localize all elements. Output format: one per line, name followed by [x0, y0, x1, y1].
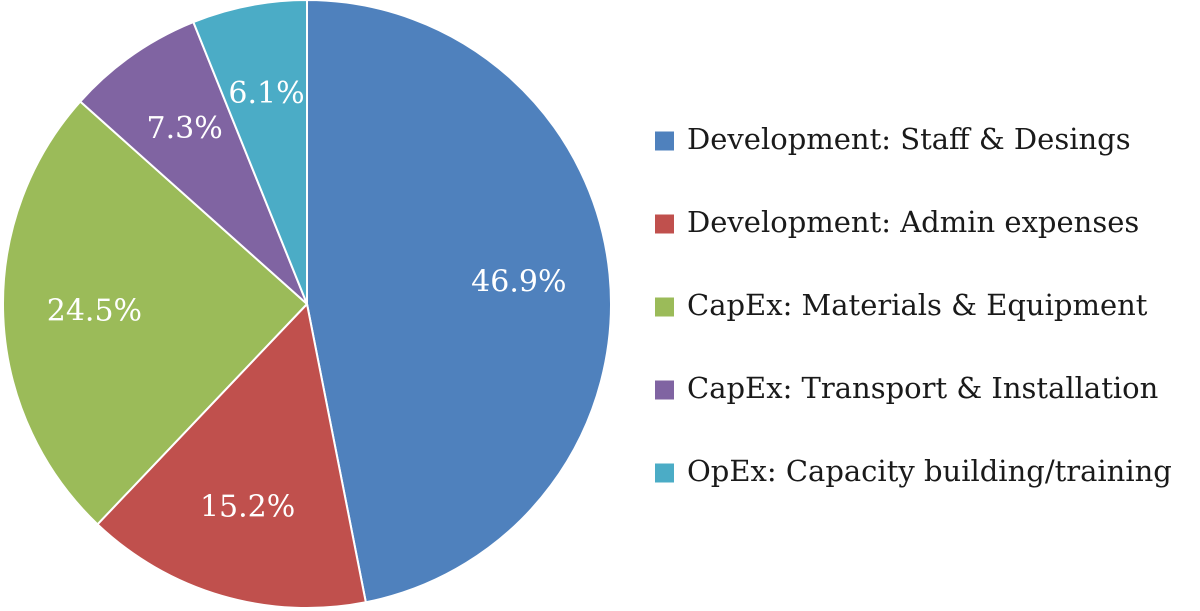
legend-swatch [655, 131, 674, 151]
pie-slices [2, 0, 612, 609]
pie-slice-development-admin-expenses [96, 303, 367, 609]
data-label-capex-transport-installation: 7.3% [146, 111, 222, 146]
pie-data-labels: 46.9% 15.2% 24.5% 7.3%6.1% [47, 76, 567, 524]
legend-item-opex-capacity-building-training: OpEx: Capacity building/training [655, 454, 1172, 488]
pie-slice-capex-transport-installation [79, 21, 308, 305]
legend-label: OpEx: Capacity building/training [687, 454, 1172, 488]
legend-label: CapEx: Transport & Installation [687, 371, 1158, 405]
data-label-capex-materials-equipment: 24.5% [47, 294, 142, 329]
legend-label: Development: Admin expenses [687, 205, 1139, 239]
data-label-development-staff-desings: 46.9% [471, 264, 566, 299]
legend-label: CapEx: Materials & Equipment [687, 288, 1148, 322]
legend: Development: Staff & Desings Development:… [655, 122, 1172, 488]
legend-swatch [655, 380, 674, 400]
legend-swatch [655, 297, 674, 317]
legend-item-development-admin-expenses: Development: Admin expenses [655, 205, 1139, 239]
legend-label: Development: Staff & Desings [687, 122, 1131, 156]
legend-swatch [655, 214, 674, 234]
legend-item-development-staff-desings: Development: Staff & Desings [655, 122, 1131, 156]
data-label-opex-capacity-building-training: 6.1% [228, 76, 304, 111]
pie-slice-capex-materials-equipment [2, 100, 308, 526]
data-label-development-admin-expenses: 15.2% [200, 489, 295, 524]
legend-item-capex-materials-equipment: CapEx: Materials & Equipment [655, 288, 1148, 322]
pie-slice-opex-capacity-building-training [192, 0, 308, 305]
legend-swatch [655, 463, 674, 483]
pie-slice-development-staff-desings [306, 0, 612, 604]
legend-item-capex-transport-installation: CapEx: Transport & Installation [655, 371, 1158, 405]
